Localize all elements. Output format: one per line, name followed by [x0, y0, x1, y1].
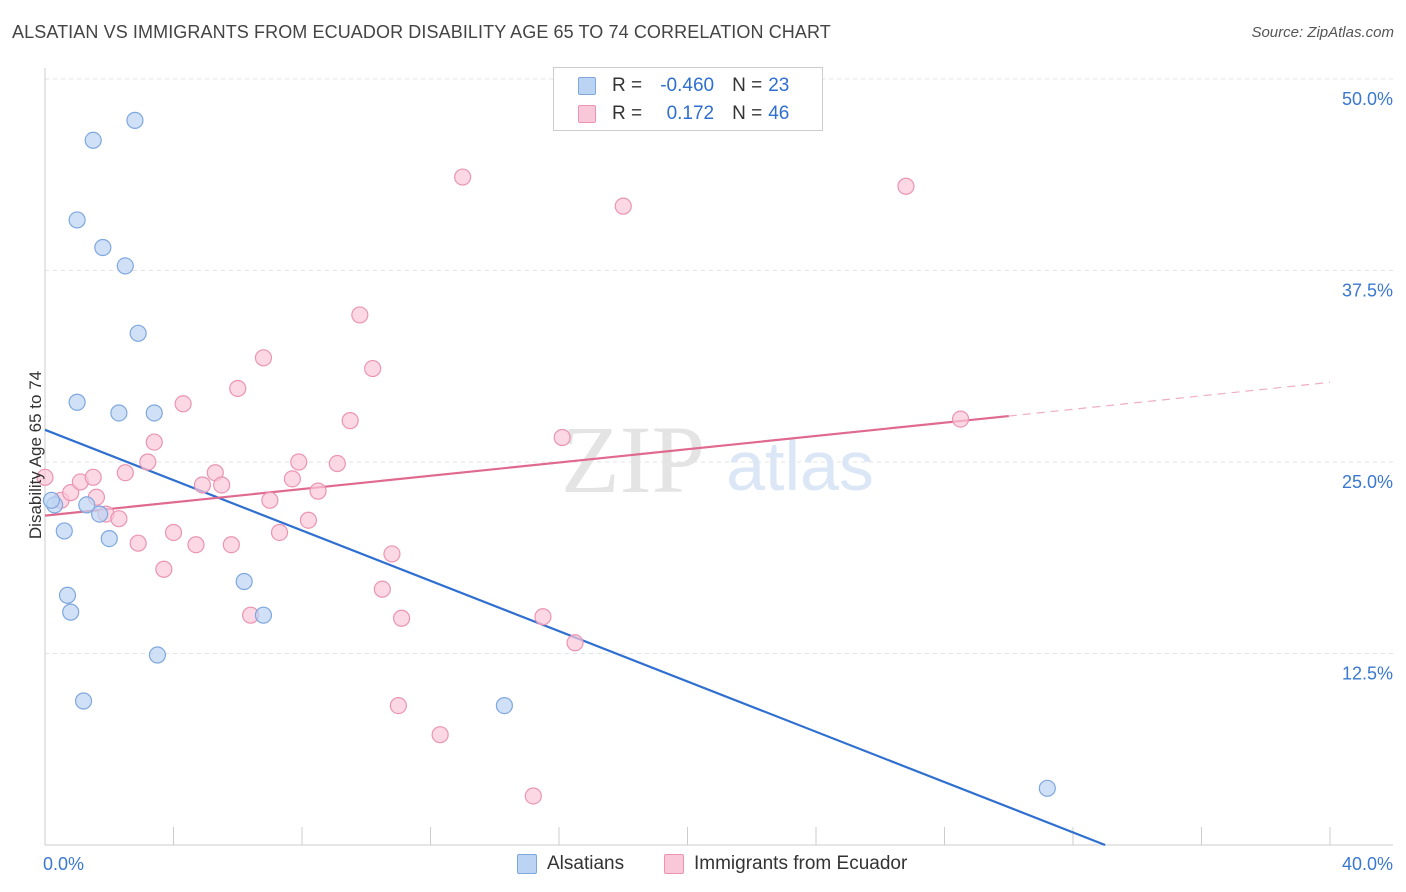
data-points: [36, 111, 1056, 805]
alsatian-point: [495, 696, 513, 715]
bottom-legend-label: Immigrants from Ecuador: [694, 853, 908, 874]
y-tick-label: 25.0%: [1342, 472, 1393, 492]
ecuador-trend-extension: [1008, 381, 1331, 417]
tick-labels: 50.0% 37.5% 25.0% 12.5% 0.0% 40.0%: [43, 89, 1393, 874]
source-note: Source: ZipAtlas.com: [1251, 24, 1394, 41]
legend-r-label: R =: [612, 103, 643, 124]
alsatian-point: [68, 393, 86, 411]
alsatian-point: [78, 496, 96, 514]
grid-lines: [45, 78, 1393, 654]
ecuador-point: [351, 306, 369, 324]
legend-n-label: N =: [732, 75, 763, 96]
watermark: ZIP atlas: [561, 406, 874, 513]
alsatian-point: [1038, 779, 1056, 797]
legend-row-alsatians: R = -0.460 N = 23: [578, 72, 789, 100]
x-tick-label: 40.0%: [1342, 854, 1393, 874]
ecuador-point: [534, 608, 552, 626]
alsatian-point: [55, 522, 73, 540]
ecuador-point: [84, 468, 102, 486]
legend-row-ecuador: R = 0.172 N = 46: [578, 100, 789, 128]
alsatian-point: [91, 505, 109, 523]
ecuador-point: [290, 453, 308, 471]
ecuador-point: [951, 410, 970, 428]
alsatian-point: [129, 324, 147, 342]
ecuador-point: [566, 634, 584, 652]
alsatian-point: [126, 111, 144, 129]
alsatian-point: [100, 529, 118, 548]
chart-title: ALSATIAN VS IMMIGRANTS FROM ECUADOR DISA…: [12, 22, 831, 42]
ecuador-point: [392, 609, 411, 627]
ecuador-point: [139, 453, 157, 471]
bottom-legend-ecuador: Immigrants from Ecuador: [664, 852, 907, 876]
ecuador-point: [553, 428, 571, 447]
ecuador-point: [254, 349, 273, 367]
ecuador-point: [328, 454, 346, 473]
ecuador-point: [309, 482, 327, 500]
alsatian-point: [110, 404, 128, 422]
alsatian-point: [68, 211, 86, 229]
ecuador-point: [193, 476, 212, 494]
ecuador-point: [373, 580, 391, 598]
legend-n-label: N =: [732, 103, 763, 124]
legend-n-value: 23: [768, 75, 790, 96]
alsatian-point: [254, 606, 273, 624]
legend-swatch-pink: [578, 105, 596, 123]
ecuador-point: [364, 359, 382, 378]
x-tick-label: 0.0%: [43, 854, 84, 874]
legend-n-value: 46: [768, 103, 790, 124]
legend-swatch-blue: [578, 77, 596, 95]
bottom-legend-alsatians: Alsatians: [517, 852, 624, 876]
bottom-legend-swatch-pink: [664, 854, 684, 874]
ecuador-point: [110, 510, 128, 528]
ecuador-point: [155, 560, 173, 578]
alsatian-point: [94, 238, 112, 257]
alsatian-point: [62, 603, 80, 621]
ecuador-point: [229, 379, 247, 398]
watermark-atlas: atlas: [726, 427, 874, 505]
ecuador-point: [389, 696, 407, 715]
alsatian-point: [148, 646, 167, 664]
ecuador-point: [431, 726, 449, 744]
ecuador-point: [116, 464, 134, 482]
alsatian-point: [145, 404, 163, 422]
ecuador-point: [129, 534, 147, 552]
ecuador-point: [164, 523, 183, 542]
axes: [44, 68, 1393, 846]
alsatian-point: [84, 131, 102, 149]
ecuador-point: [524, 787, 542, 805]
legend-r-value: 0.172: [666, 103, 715, 124]
y-tick-label: 50.0%: [1342, 89, 1393, 109]
ecuador-point: [299, 511, 318, 529]
ecuador-point: [897, 177, 915, 195]
alsatian-point: [235, 572, 253, 591]
stats-legend: R = -0.460 N = 23 R = 0.172 N = 46: [553, 67, 823, 131]
y-tick-label: 12.5%: [1342, 664, 1393, 684]
legend-r-label: R =: [612, 75, 643, 96]
ecuador-point: [174, 395, 192, 413]
ecuador-point: [62, 484, 80, 502]
ecuador-point: [261, 491, 279, 509]
legend-r-value: -0.460: [660, 75, 715, 96]
ecuador-point: [222, 536, 240, 554]
y-tick-label: 37.5%: [1342, 281, 1393, 301]
ecuador-point: [187, 536, 205, 554]
ecuador-trend-line: [44, 414, 1009, 517]
bottom-legend-swatch-blue: [517, 854, 537, 874]
ecuador-point: [270, 523, 289, 542]
ecuador-point: [145, 433, 163, 451]
alsatian-point: [58, 586, 77, 604]
alsatian-point: [42, 491, 61, 509]
ecuador-point: [283, 470, 301, 488]
ecuador-point: [454, 168, 472, 186]
ecuador-point: [383, 545, 401, 563]
ecuador-point: [341, 412, 359, 430]
ecuador-point: [213, 476, 231, 494]
ecuador-point: [36, 468, 54, 486]
alsatian-point: [116, 257, 134, 275]
bottom-legend-label: Alsatians: [547, 853, 625, 874]
y-axis-label: Disability Age 65 to 74: [26, 370, 45, 540]
alsatian-point: [74, 692, 93, 710]
ecuador-point: [614, 197, 632, 215]
